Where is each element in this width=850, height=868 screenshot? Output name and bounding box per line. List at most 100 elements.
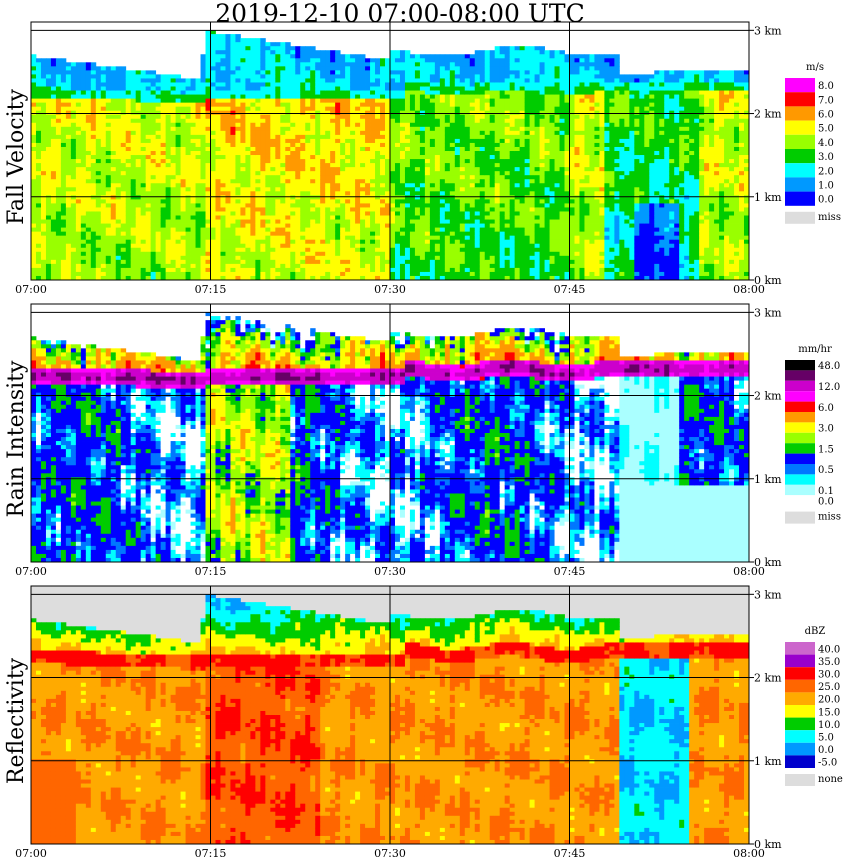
heatmap-cell — [400, 268, 405, 272]
heatmap-cell — [365, 159, 370, 163]
heatmap-cell — [290, 244, 295, 248]
heatmap-cell — [345, 203, 350, 207]
heatmap-cell — [440, 224, 445, 228]
heatmap-cell — [141, 91, 146, 95]
heatmap-cell — [101, 115, 106, 119]
heatmap-cell — [186, 95, 191, 99]
heatmap-cell — [121, 252, 126, 256]
heatmap-cell — [230, 256, 235, 260]
heatmap-cell — [275, 175, 280, 179]
heatmap-cell — [116, 171, 121, 175]
heatmap-cell — [270, 78, 275, 82]
heatmap-cell — [455, 95, 460, 99]
heatmap-cell — [191, 78, 196, 82]
heatmap-cell — [245, 155, 250, 159]
heatmap-cell — [46, 103, 51, 107]
heatmap-cell — [340, 203, 345, 207]
heatmap-cell — [156, 216, 161, 220]
heatmap-cell — [445, 211, 450, 215]
heatmap-cell — [76, 268, 81, 272]
heatmap-cell — [400, 107, 405, 111]
heatmap-cell — [290, 171, 295, 175]
heatmap-cell — [380, 78, 385, 82]
heatmap-cell — [420, 95, 425, 99]
heatmap-cell — [215, 216, 220, 220]
heatmap-cell — [365, 183, 370, 187]
heatmap-cell — [156, 107, 161, 111]
heatmap-cell — [370, 211, 375, 215]
heatmap-cell — [41, 82, 46, 86]
heatmap-cell — [435, 256, 440, 260]
heatmap-cell — [136, 70, 141, 74]
heatmap-cell — [330, 199, 335, 203]
heatmap-cell — [325, 191, 330, 195]
heatmap-cell — [465, 244, 470, 248]
heatmap-cell — [405, 191, 410, 195]
heatmap-cell — [340, 131, 345, 135]
heatmap-cell — [201, 95, 206, 99]
heatmap-cell — [220, 203, 225, 207]
heatmap-cell — [131, 143, 136, 147]
heatmap-cell — [375, 203, 380, 207]
heatmap-cell — [151, 115, 156, 119]
heatmap-cell — [255, 171, 260, 175]
heatmap-cell — [46, 167, 51, 171]
heatmap-cell — [101, 107, 106, 111]
heatmap-cell — [146, 91, 151, 95]
heatmap-cell — [230, 264, 235, 268]
heatmap-cell — [325, 216, 330, 220]
heatmap-cell — [101, 91, 106, 95]
heatmap-cell — [390, 232, 395, 236]
heatmap-cell — [31, 252, 36, 256]
heatmap-cell — [235, 203, 240, 207]
heatmap-cell — [91, 252, 96, 256]
heatmap-cell — [96, 139, 101, 143]
heatmap-cell — [325, 107, 330, 111]
heatmap-cell — [250, 107, 255, 111]
heatmap-cell — [290, 203, 295, 207]
heatmap-cell — [270, 232, 275, 236]
heatmap-cell — [106, 123, 111, 127]
heatmap-cell — [51, 199, 56, 203]
heatmap-cell — [410, 151, 415, 155]
heatmap-cell — [255, 248, 260, 252]
heatmap-cell — [176, 91, 181, 95]
heatmap-cell — [230, 260, 235, 264]
heatmap-cell — [340, 143, 345, 147]
heatmap-cell — [255, 123, 260, 127]
heatmap-cell — [225, 34, 230, 38]
heatmap-cell — [295, 66, 300, 70]
heatmap-cell — [215, 211, 220, 215]
heatmap-cell — [230, 187, 235, 191]
heatmap-cell — [325, 103, 330, 107]
heatmap-cell — [375, 236, 380, 240]
heatmap-cell — [280, 107, 285, 111]
heatmap-cell — [86, 244, 91, 248]
heatmap-cell — [46, 252, 51, 256]
heatmap-cell — [435, 131, 440, 135]
heatmap-cell — [36, 272, 41, 276]
heatmap-cell — [360, 171, 365, 175]
heatmap-cell — [220, 87, 225, 91]
heatmap-cell — [310, 195, 315, 199]
heatmap-cell — [315, 62, 320, 66]
heatmap-cell — [230, 70, 235, 74]
heatmap-cell — [430, 236, 435, 240]
heatmap-cell — [265, 187, 270, 191]
heatmap-cell — [350, 228, 355, 232]
heatmap-cell — [370, 151, 375, 155]
heatmap-cell — [420, 87, 425, 91]
heatmap-cell — [330, 171, 335, 175]
heatmap-cell — [255, 175, 260, 179]
heatmap-cell — [315, 87, 320, 91]
heatmap-cell — [250, 171, 255, 175]
heatmap-cell — [375, 228, 380, 232]
heatmap-cell — [350, 123, 355, 127]
heatmap-cell — [300, 111, 305, 115]
heatmap-cell — [395, 220, 400, 224]
heatmap-cell — [86, 175, 91, 179]
heatmap-cell — [270, 95, 275, 99]
heatmap-cell — [146, 183, 151, 187]
heatmap-cell — [101, 260, 106, 264]
heatmap-cell — [250, 248, 255, 252]
